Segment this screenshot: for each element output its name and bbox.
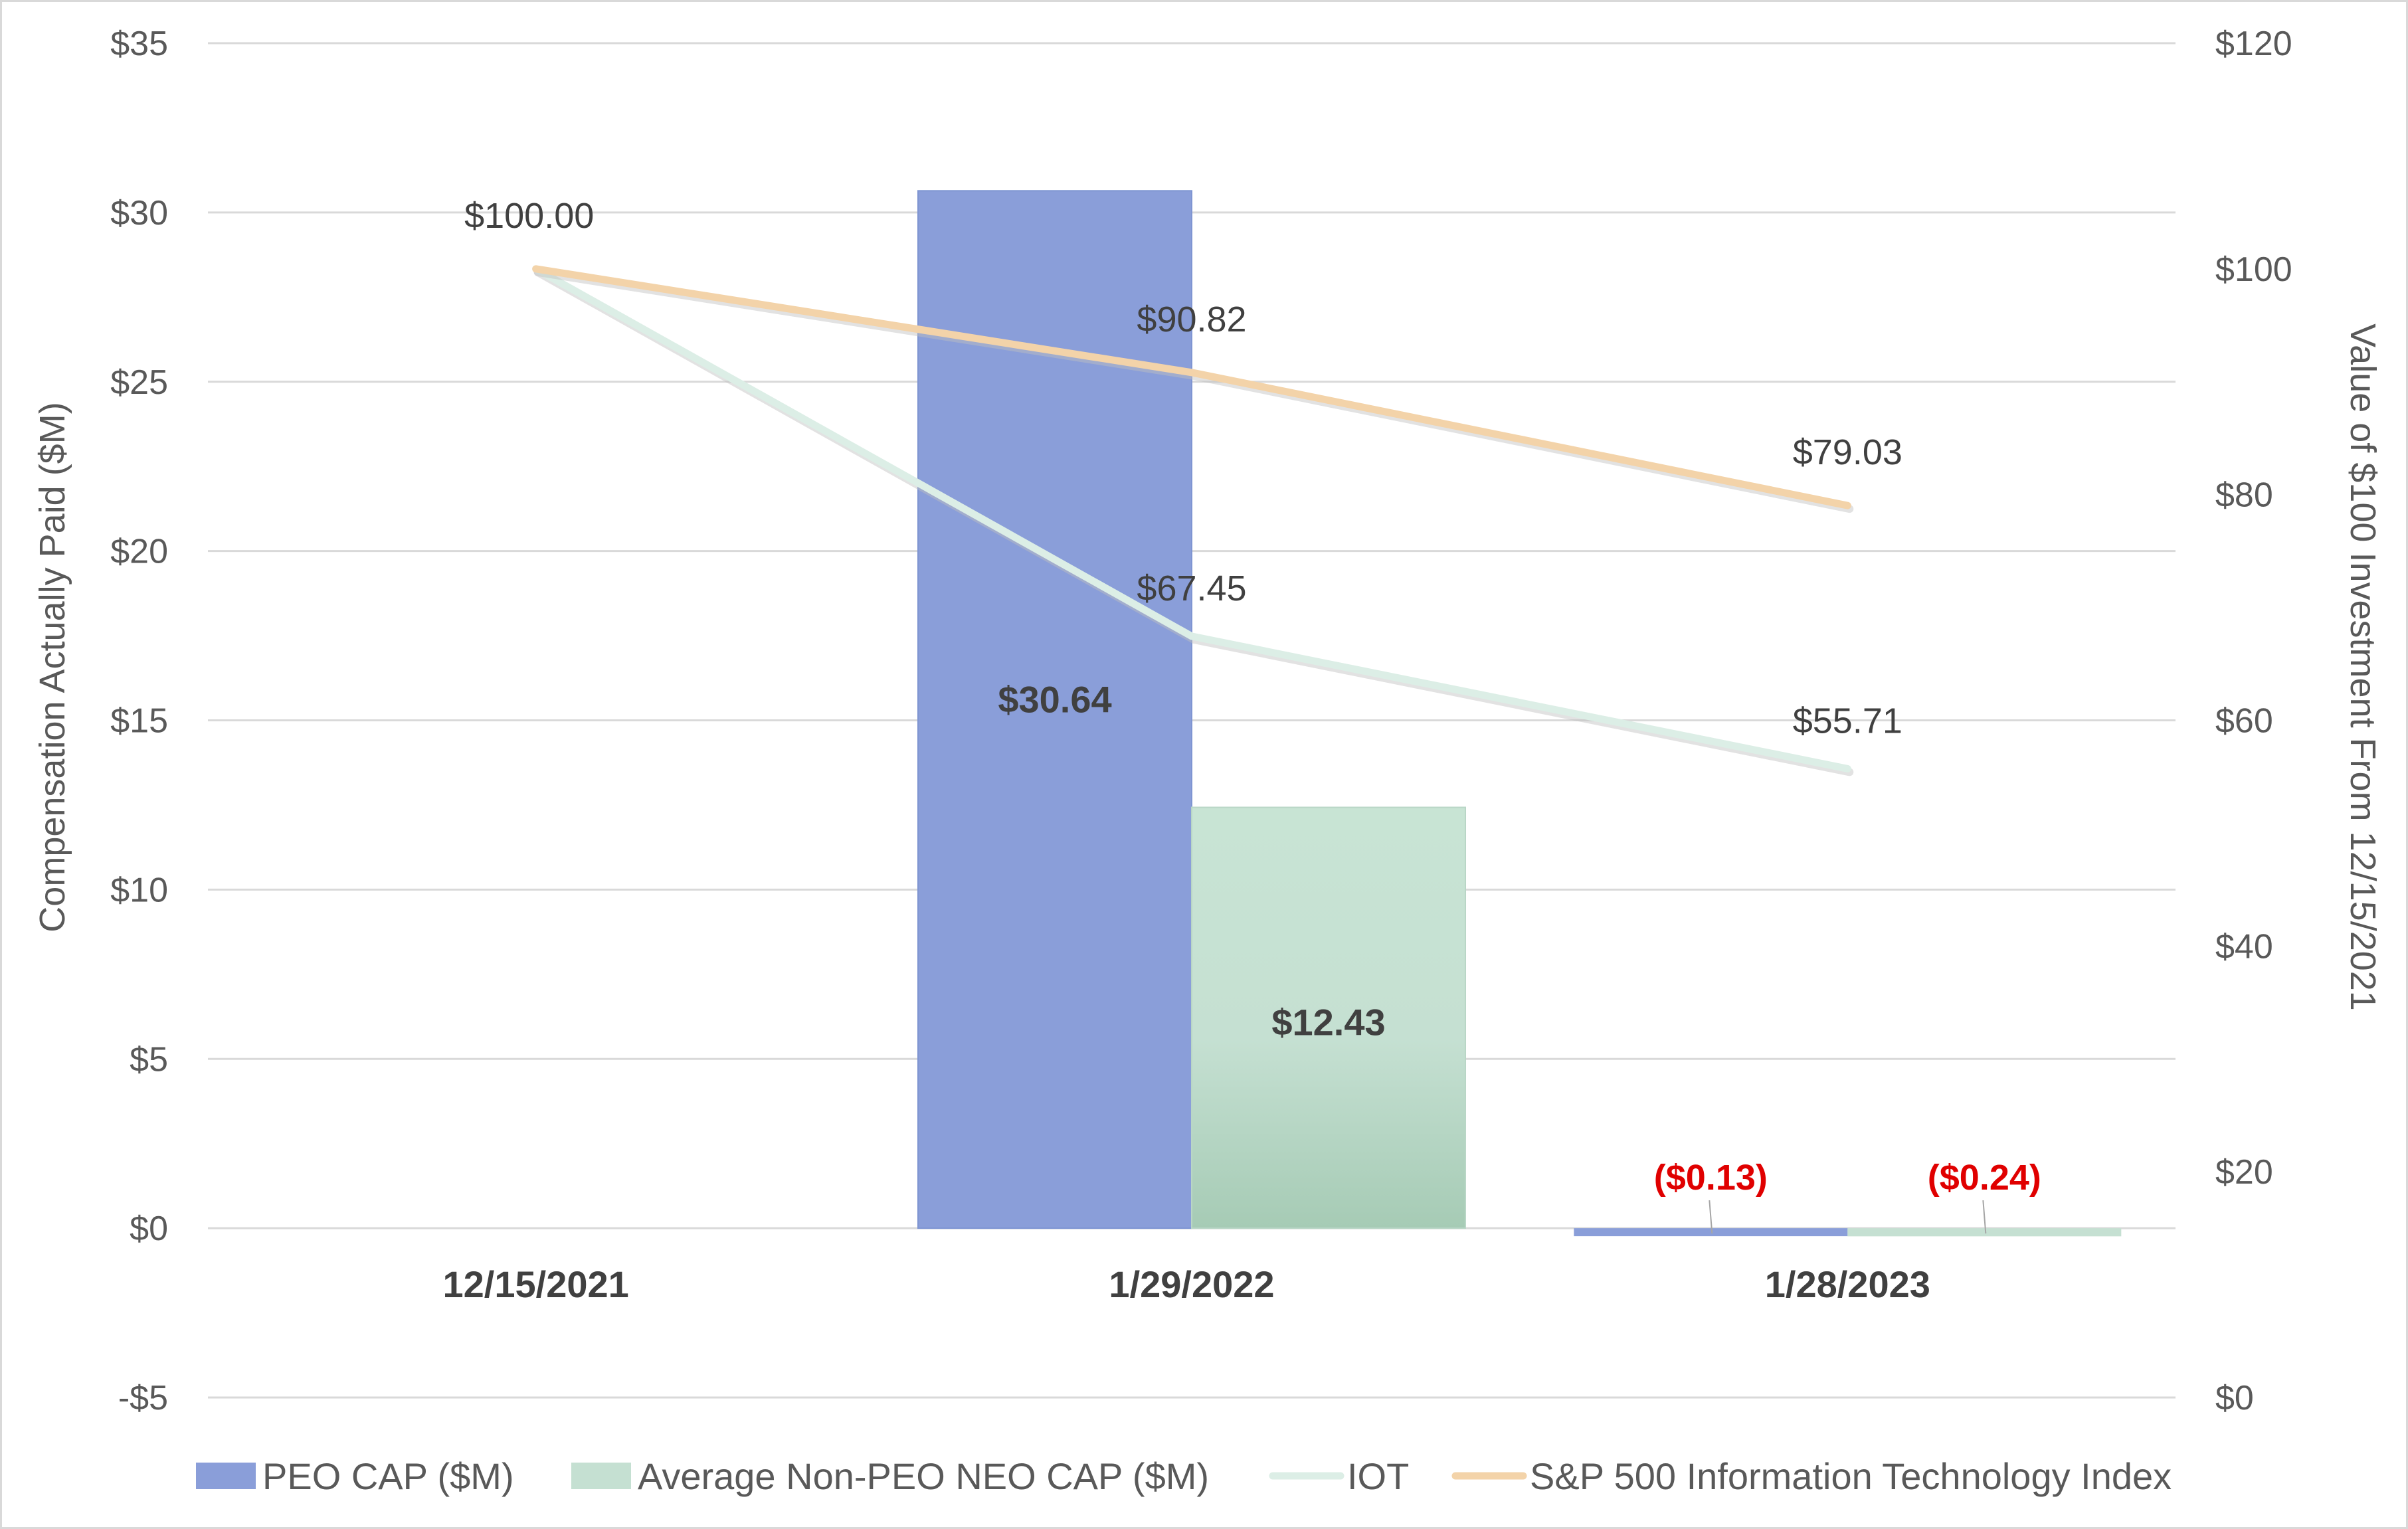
y-left-tick-label: $15	[110, 702, 168, 741]
y-left-tick-label: $5	[130, 1040, 168, 1079]
data-labels: $30.64 ($0.13) $12.43 ($0.24) $67.45 $55.71 $1…	[464, 196, 2041, 1234]
y-right-tick-label: $0	[2215, 1379, 2254, 1417]
bar-value-label: $12.43	[1271, 1002, 1385, 1043]
y-left-tick-label: $25	[110, 363, 168, 402]
bar-peo-cap	[1574, 1228, 1848, 1237]
y-right-tick-label: $20	[2215, 1153, 2273, 1192]
bar-value-label-negative: ($0.13)	[1654, 1158, 1768, 1198]
x-category-label: 1/28/2023	[1765, 1263, 1930, 1305]
y-left-tick-label: $20	[110, 533, 168, 571]
bar-neo-cap	[1191, 806, 1466, 1229]
y-left-tick-label: $30	[110, 194, 168, 232]
y-right-tick-label: $120	[2215, 25, 2292, 63]
leader-line	[1709, 1200, 1713, 1234]
y-right-tick-label: $100	[2215, 250, 2292, 289]
bar-value-label: $30.64	[998, 679, 1111, 721]
legend: PEO CAP ($M) Average Non-PEO NEO CAP ($M)…	[196, 1455, 2172, 1497]
legend-peo-cap-swatch	[196, 1463, 256, 1489]
y-right-tick-label: $60	[2215, 702, 2273, 741]
y-right-tick-label: $40	[2215, 927, 2273, 966]
legend-neo-cap-swatch	[571, 1463, 631, 1489]
axes: $35 $30 $25 $20 $15 $10 $5 $0 -$5 $120 $100 $80 $60 $…	[33, 25, 2383, 1417]
y-right-axis-title: Value of $100 Investment From 12/15/2021	[2343, 323, 2383, 1011]
line-iot	[532, 265, 1851, 772]
y-left-axis-title: Compensation Actually Paid ($M)	[33, 402, 72, 932]
y-right-tick-label: $80	[2215, 476, 2273, 515]
legend-neo-cap-label: Average Non-PEO NEO CAP ($M)	[638, 1455, 1209, 1497]
y-left-tick-label: $0	[130, 1210, 168, 1248]
x-category-label: 1/29/2022	[1109, 1263, 1274, 1305]
line-value-label: $90.82	[1137, 300, 1246, 339]
legend-iot-label: IOT	[1347, 1455, 1409, 1497]
line-value-label: $55.71	[1793, 701, 1902, 741]
line-value-label: $100.00	[464, 196, 594, 236]
leader-line	[1982, 1200, 1987, 1234]
y-left-tick-label: $35	[110, 25, 168, 63]
y-left-tick-label: -$5	[118, 1379, 168, 1417]
bar-value-label-negative: ($0.24)	[1928, 1158, 2041, 1198]
bar-neo-cap	[1847, 1228, 2122, 1237]
legend-peo-cap-label: PEO CAP ($M)	[262, 1455, 514, 1497]
y-left-tick-label: $10	[110, 871, 168, 909]
line-value-label: $79.03	[1793, 432, 1902, 472]
legend-sp500-it-label: S&P 500 Information Technology Index	[1530, 1455, 2172, 1497]
line-sp500-it	[532, 265, 1851, 509]
line-series-group	[532, 265, 1854, 776]
line-shadow	[533, 268, 1854, 776]
x-category-label: 12/15/2021	[443, 1263, 629, 1305]
line-value-label: $67.45	[1137, 569, 1246, 608]
